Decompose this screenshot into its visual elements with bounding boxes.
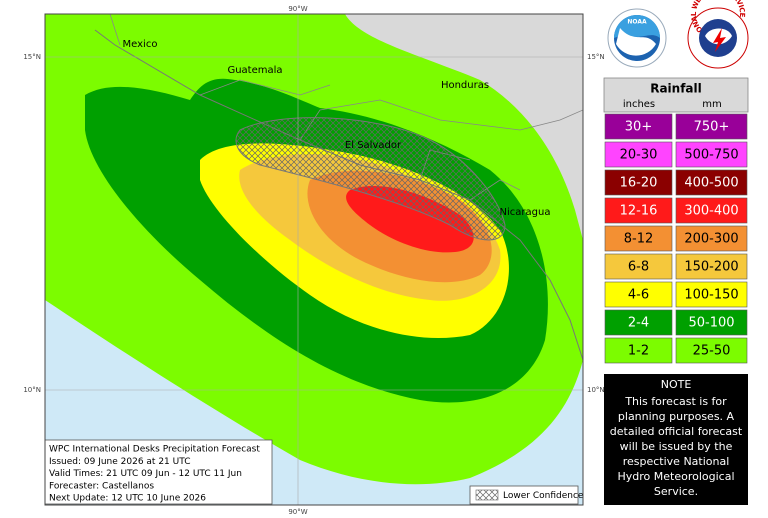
note-line: will be issued by the [620,440,733,453]
legend-inches: 2-4 [628,316,649,331]
legend-swatch [675,253,748,280]
legend-unit: mm [702,99,721,110]
note-line: Hydro Meteorological [617,470,734,483]
legend-mm: 500-750 [684,148,738,163]
info-line: Valid Times: 21 UTC 09 Jun - 12 UTC 11 J… [49,469,242,479]
legend-swatch [675,309,748,336]
legend-mm: 300-400 [684,204,738,219]
legend-unit: inches [623,99,655,110]
legend-mm: 100-150 [684,288,738,303]
nws-logo: NATIONAL WEATHER SERVICE [687,0,749,69]
note-line: planning purposes. A [618,410,735,423]
info-line: Next Update: 12 UTC 10 June 2026 [49,494,206,504]
info-line: WPC International Desks Precipitation Fo… [49,445,260,455]
map: Mexico Guatemala Honduras El Salvador Ni… [45,14,584,505]
note-title: NOTE [661,378,692,391]
note-line: This forecast is for [624,395,727,408]
legend-inches: 6-8 [628,260,649,275]
note-line: respective National [623,455,730,468]
map-frame [44,13,584,506]
note-line: Service. [654,485,698,498]
info-line: Issued: 09 June 2026 at 21 UTC [49,457,190,467]
rain-area [346,186,474,253]
border [109,14,583,201]
place-label: Mexico [123,39,158,50]
legend-title: Rainfall [650,82,702,96]
legend-mm: 25-50 [693,344,731,359]
legend-swatch [604,197,673,224]
place-label: Guatemala [227,65,282,76]
lower-confidence-area [235,117,506,241]
legend-rows: 30+ 750+ 20-30 500-750 16-20 400-500 12-16 300-… [604,113,748,364]
info-box [45,439,273,505]
confidence-label: Lower Confidence [503,491,584,501]
legend-mm: 150-200 [684,260,738,275]
noaa-text: NOAA [627,19,647,26]
note-line: detailed official forecast [610,425,743,438]
legend-mm: 50-100 [688,316,734,331]
legend-inches: 4-6 [628,288,649,303]
legend-mm: 750+ [694,120,730,135]
note-box [604,374,748,505]
graticule-label: 90°W [288,508,307,516]
legend-swatch [675,337,748,364]
legend-header [603,77,749,113]
legend-swatch [675,169,748,196]
legend-inches: 8-12 [624,232,654,247]
info-line: Forecaster: Castellanos [49,481,154,491]
legend-inches: 12-16 [620,204,658,219]
graticule-label: 90°W [288,5,307,13]
legend-swatch [675,225,748,252]
legend-mm: 400-500 [684,176,738,191]
legend-swatch [604,281,673,308]
legend-swatch [604,253,673,280]
legend-swatch [675,141,748,168]
legend-inches: 1-2 [628,344,649,359]
place-label: El Salvador [345,140,402,151]
legend-mm: 200-300 [684,232,738,247]
rainfall-legend: Rainfall inches mm 30+ 750+ 20-30 500-750 16… [603,77,749,364]
note-text: This forecast is for planning purposes. A… [610,395,743,498]
info-text: WPC International Desks Precipitation Fo… [49,445,260,504]
place-label: Honduras [441,80,489,91]
legend-inches: 20-30 [620,148,658,163]
legend-swatch [675,197,748,224]
graticule-label: 15°N [587,53,605,61]
legend-swatch [675,113,748,140]
graticule-label: 15°N [23,53,41,61]
legend-inches: 16-20 [620,176,658,191]
legend-swatch [604,225,673,252]
confidence-swatch [475,489,499,501]
legend-swatch [675,281,748,308]
graticule-label: 10°N [23,386,41,394]
graticule-label: 10°N [587,386,605,394]
legend-swatch [604,169,673,196]
place-label: Nicaragua [500,207,551,218]
legend-inches: 30+ [625,120,652,135]
legend-swatch [604,113,673,140]
noaa-logo: NOAA [607,8,667,68]
legend-swatch [604,141,673,168]
legend-swatch [604,337,673,364]
legend-swatch [604,309,673,336]
